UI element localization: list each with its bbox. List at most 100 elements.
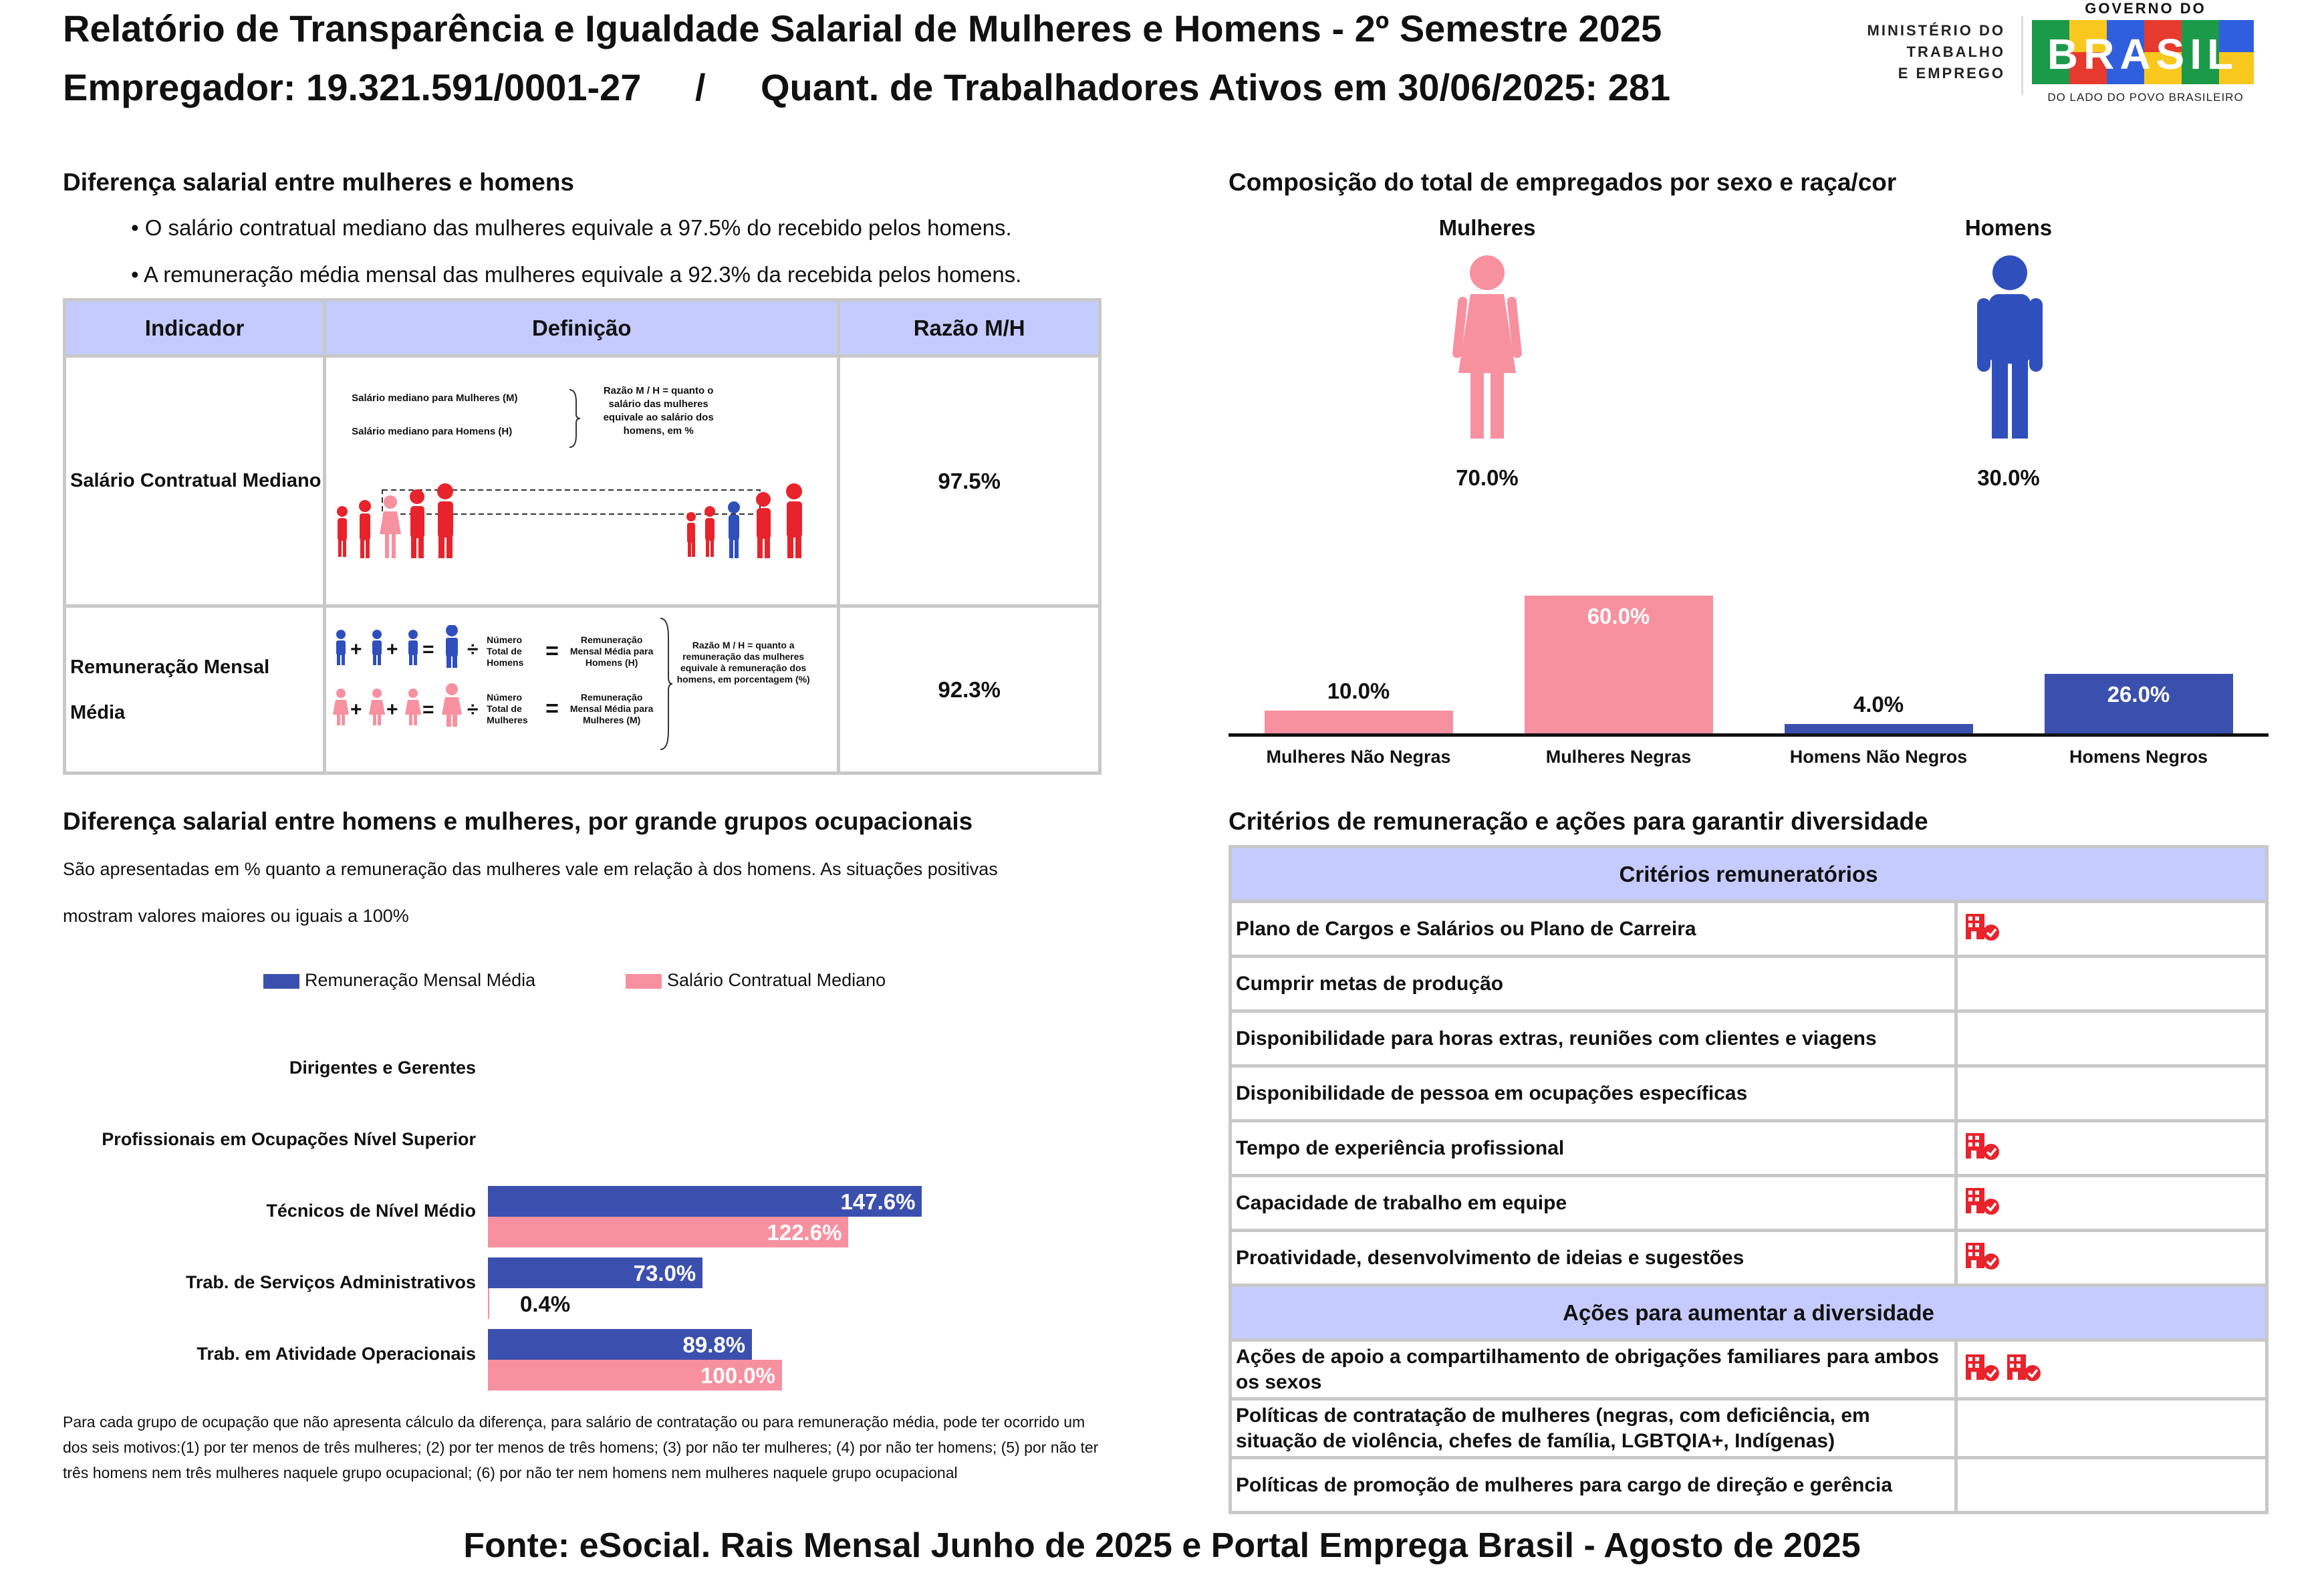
def-mean-note: Razão M / H = quanto a remuneração das m… (676, 640, 810, 685)
brace-icon (660, 618, 673, 750)
composition-category-label: Mulheres Não Negras (1266, 747, 1451, 767)
building-check-icon (1964, 913, 2002, 945)
criteria-label: Plano de Cargos e Salários ou Plano de C… (1229, 900, 1958, 958)
svg-text:+: + (386, 638, 398, 660)
header-separator: / (695, 66, 706, 108)
gov-logo-tagline: DO LADO DO POVO BRASILEIRO (2047, 91, 2244, 104)
def-median-note: Razão M / H = quanto o salário das mulhe… (603, 385, 714, 437)
building-check-icon (2006, 1353, 2043, 1386)
diversity-row: Políticas de contratação de mulheres (ne… (1229, 1397, 2269, 1459)
logo-divider (2021, 16, 2023, 95)
criteria-status (1954, 1229, 2269, 1287)
criteria-label: Proatividade, desenvolvimento de ideias … (1229, 1229, 1958, 1287)
criteria-row: Capacidade de trabalho em equipe (1229, 1174, 2269, 1232)
building-check-icon (1964, 1241, 2002, 1274)
diversity-row: Ações de apoio a compartilhamento de obr… (1229, 1338, 2269, 1401)
legend-mean-remuneration: Remuneração Mensal Média (263, 970, 535, 991)
criteria-row: Plano de Cargos e Salários ou Plano de C… (1229, 900, 2269, 958)
criteria-label: Disponibilidade para horas extras, reuni… (1229, 1009, 1958, 1068)
occupation-value-label: 73.0% (633, 1261, 696, 1286)
svg-text:÷: ÷ (467, 699, 478, 721)
criteria-status (1954, 1009, 2269, 1068)
occupation-value-label: 147.6% (840, 1189, 916, 1214)
occupations-desc-1: São apresentadas em % quanto a remuneraç… (63, 859, 998, 879)
brace-icon (569, 389, 581, 448)
diversity-label: Ações de apoio a compartilhamento de obr… (1229, 1338, 1958, 1401)
equals-sign-2: = (545, 696, 559, 721)
composition-bar (1784, 724, 1973, 733)
legend-swatch-pink (626, 973, 662, 989)
diversity-row: Políticas de promoção de mulheres para c… (1229, 1456, 2269, 1514)
occupations-bar-chart: Dirigentes e Gerentes Profissionais em Oc… (63, 1043, 1106, 1404)
col-definition: Definição (323, 298, 841, 358)
svg-text:+: + (386, 699, 398, 721)
occupation-bar (488, 1186, 922, 1217)
composition-value-label: 10.0% (1327, 678, 1390, 703)
col-indicator: Indicador (62, 298, 327, 358)
svg-text:÷: ÷ (467, 638, 478, 660)
building-check-icon (1964, 1132, 2002, 1165)
criteria-row: Tempo de experiência profissional (1229, 1119, 2269, 1177)
indicator-median-salary: Salário Contratual Mediano (62, 354, 327, 608)
criteria-label: Disponibilidade de pessoa em ocupações e… (1229, 1064, 1958, 1122)
diversity-header: Ações para aumentar a diversidade (1229, 1284, 2269, 1342)
active-workers: Quant. de Trabalhadores Ativos em 30/06/… (761, 66, 1671, 108)
svg-text:=: = (422, 638, 434, 660)
occupation-category-label: Técnicos de Nível Médio (266, 1201, 476, 1221)
def-mean-rem-women: Remuneração Mensal Média para Mulheres (… (569, 692, 654, 725)
criteria-status (1954, 1119, 2269, 1177)
legend-pink-label: Salário Contratual Mediano (667, 970, 886, 990)
building-check-icon (1964, 1187, 2002, 1219)
occupation-value-label: 100.0% (700, 1363, 775, 1388)
criteria-title: Critérios de remuneração e ações para ga… (1229, 808, 1928, 835)
people-comparison-icon (337, 483, 803, 558)
composition-title: Composição do total de empregados por se… (1229, 168, 1897, 196)
building-check-icon (1964, 1353, 2002, 1386)
svg-text:+: + (350, 638, 362, 660)
occupation-bar (488, 1360, 782, 1391)
composition-category-label: Mulheres Negras (1545, 747, 1692, 767)
occupations-footnote: Para cada grupo de ocupação que não apre… (63, 1413, 1099, 1481)
source-footer: Fonte: eSocial. Rais Mensal Junho de 202… (463, 1526, 1861, 1565)
composition-value-label: 60.0% (1587, 604, 1650, 628)
occupation-category-label: Trab. de Serviços Administrativos (185, 1272, 476, 1292)
def-total-men: Número Total de Homens (487, 634, 524, 668)
legend-swatch-navy (263, 973, 299, 989)
indicator-mean-remuneration: Remuneração Mensal Média (62, 604, 327, 775)
salary-gap-bullet-2: • A remuneração média mensal das mulhere… (131, 262, 1022, 287)
def-median-women: Salário mediano para Mulheres (M) (352, 392, 518, 404)
occupations-desc-2: mostram valores maiores ou iguais a 100% (63, 906, 409, 926)
occupation-category-label: Dirigentes e Gerentes (289, 1058, 476, 1078)
criteria-label: Capacidade de trabalho em equipe (1229, 1174, 1958, 1232)
occupation-category-label: Trab. em Atividade Operacionais (197, 1344, 476, 1364)
composition-value-label: 4.0% (1853, 692, 1904, 717)
composition-bar-chart: 10.0% Mulheres Não Negras 60.0% Mulheres Ne… (1229, 588, 2269, 767)
def-mean-rem-men: Remuneração Mensal Média para Homens (H) (569, 634, 654, 668)
composition-axis (1229, 733, 2269, 737)
criteria-header: Critérios remuneratórios (1229, 845, 2269, 903)
sum-division-icon: + + = + + = ÷ ÷ (333, 625, 479, 727)
occupation-bar (488, 1329, 753, 1360)
ratio-median-salary: 97.5% (837, 354, 1102, 608)
diversity-status (1954, 1456, 2269, 1514)
col-ratio: Razão M/H (837, 298, 1102, 358)
women-percentage: 70.0% (1456, 465, 1519, 490)
indicator-table: Indicador Definição Razão M/H Salário Co… (62, 298, 1102, 775)
composition-bar (1524, 596, 1713, 733)
men-label: Homens (1964, 215, 2053, 240)
composition-bar (1264, 710, 1453, 733)
composition-category-label: Homens Não Negros (1789, 747, 1968, 767)
def-total-women: Número Total de Mulheres (487, 692, 528, 725)
woman-icon (1452, 255, 1522, 439)
occupation-bar (488, 1288, 489, 1319)
legend-median-salary: Salário Contratual Mediano (626, 970, 886, 991)
criteria-row: Disponibilidade de pessoa em ocupações e… (1229, 1064, 2269, 1122)
equals-sign-1: = (545, 638, 559, 664)
occupation-bar (488, 1217, 849, 1247)
ministry-logo: MINISTÉRIO DO TRABALHO E EMPREGO (1845, 20, 2005, 84)
employer-id: Empregador: 19.321.591/0001-27 (63, 66, 642, 108)
men-percentage: 30.0% (1977, 465, 2040, 490)
ministry-line1: MINISTÉRIO DO (1867, 22, 2005, 39)
composition-category-label: Homens Negros (2069, 747, 2208, 767)
occupation-value-label: 122.6% (767, 1220, 842, 1245)
